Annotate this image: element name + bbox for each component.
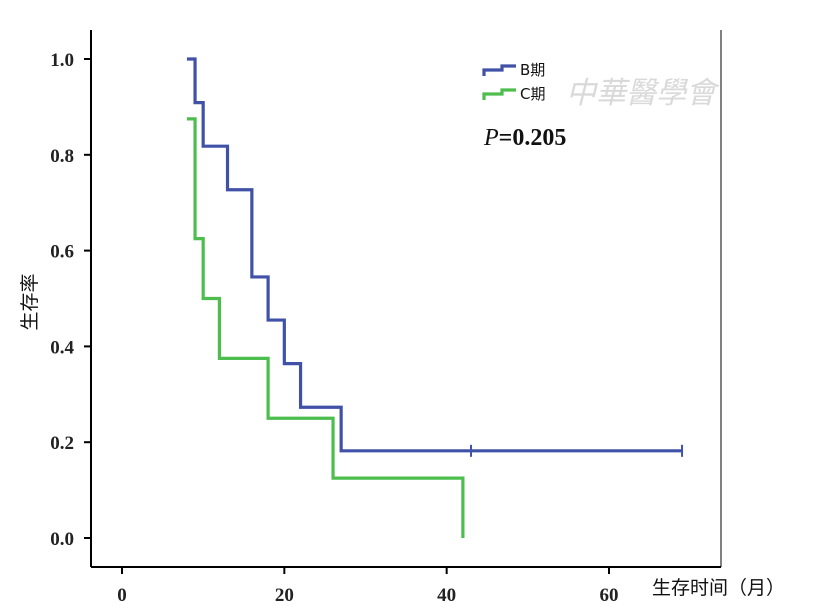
x-tick-label: 20 xyxy=(275,585,294,606)
y-tick-label: 0.6 xyxy=(50,242,74,263)
p-value-text: =0.205 xyxy=(499,125,567,151)
x-axis-title: 生存时间（月） xyxy=(652,577,785,599)
y-tick-label: 0.8 xyxy=(50,146,74,167)
x-tick-label: 0 xyxy=(117,585,127,606)
y-tick-label: 0.2 xyxy=(50,433,74,454)
legend-label: C期 xyxy=(520,85,545,103)
x-tick-label: 60 xyxy=(600,585,619,606)
p-value-prefix: P xyxy=(483,125,499,151)
survival-line-series-2 xyxy=(186,117,465,538)
legend-swatch xyxy=(482,88,516,100)
p-value-annotation: P=0.205 xyxy=(483,125,566,151)
y-tick-label: 0.0 xyxy=(50,529,74,550)
watermark: 中華醫學會 xyxy=(566,76,720,111)
axes: 0.0 0.2 0.4 0.6 0.8 1.0 0 20 40 60 xyxy=(50,30,722,606)
y-tick-label: 1.0 xyxy=(50,50,74,71)
legend-label: B期 xyxy=(520,61,545,79)
legend: B期 C期 xyxy=(482,61,545,103)
x-tick-label: 40 xyxy=(437,585,456,606)
series-layer xyxy=(186,57,684,538)
y-tick-label: 0.4 xyxy=(50,337,74,358)
survival-line-series-1 xyxy=(186,57,683,453)
legend-swatch xyxy=(482,64,516,76)
y-axis-title: 生存率 xyxy=(19,273,41,330)
